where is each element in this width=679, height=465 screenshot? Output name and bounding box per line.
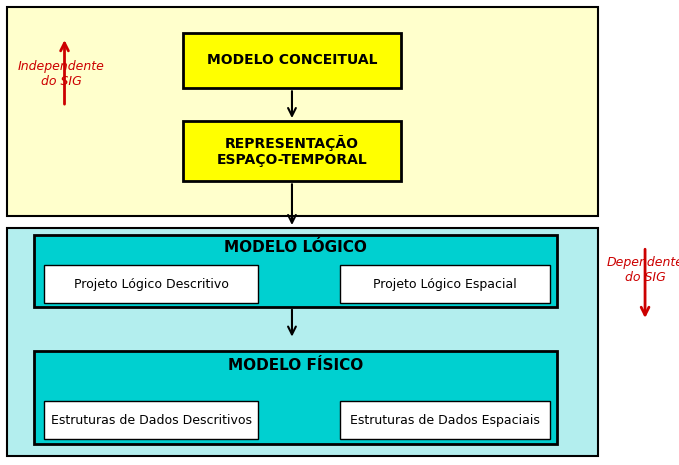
Text: Estruturas de Dados Espaciais: Estruturas de Dados Espaciais [350, 414, 540, 427]
Text: Projeto Lógico Espacial: Projeto Lógico Espacial [373, 278, 517, 291]
FancyBboxPatch shape [340, 265, 550, 303]
FancyBboxPatch shape [183, 121, 401, 181]
FancyBboxPatch shape [183, 33, 401, 88]
Text: Projeto Lógico Descritivo: Projeto Lógico Descritivo [73, 278, 229, 291]
FancyBboxPatch shape [340, 401, 550, 439]
Text: MODELO LÓGICO: MODELO LÓGICO [224, 240, 367, 255]
FancyBboxPatch shape [34, 235, 557, 307]
Text: MODELO CONCEITUAL: MODELO CONCEITUAL [206, 53, 378, 67]
Text: REPRESENTAÇÃO
ESPAÇO-TEMPORAL: REPRESENTAÇÃO ESPAÇO-TEMPORAL [217, 135, 367, 167]
FancyBboxPatch shape [7, 228, 598, 456]
FancyBboxPatch shape [44, 265, 258, 303]
Text: Independente
do SIG: Independente do SIG [18, 60, 105, 88]
FancyBboxPatch shape [34, 351, 557, 444]
FancyBboxPatch shape [44, 401, 258, 439]
Text: MODELO FÍSICO: MODELO FÍSICO [227, 358, 363, 372]
Text: Dependente
do SIG: Dependente do SIG [606, 256, 679, 284]
Text: Estruturas de Dados Descritivos: Estruturas de Dados Descritivos [50, 414, 252, 427]
FancyBboxPatch shape [7, 7, 598, 216]
